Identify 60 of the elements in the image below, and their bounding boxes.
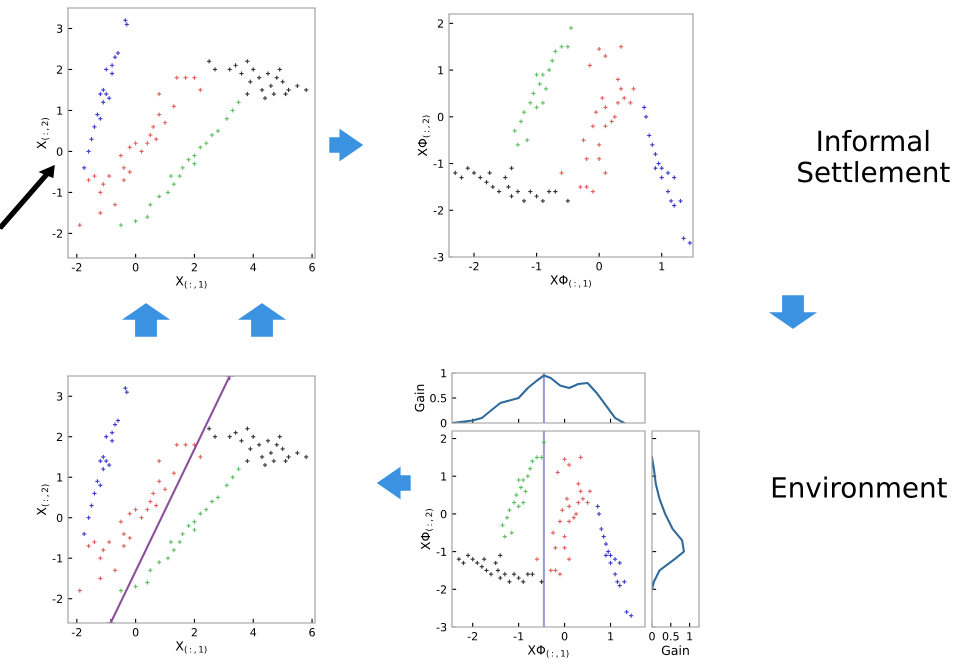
y-tick-label: -1 xyxy=(52,554,62,562)
y-tick-label: -2 xyxy=(434,206,444,214)
y-tick-label: -3 xyxy=(434,252,444,262)
y-tick-label: 1 xyxy=(438,66,444,74)
x-axis-title: XΦ$_{(:,1)}$ xyxy=(528,645,568,658)
y-tick-label: 0 xyxy=(438,112,444,122)
y-tick-label: 0.5 xyxy=(430,394,446,402)
y-tick-label: 1 xyxy=(441,472,446,480)
x-tick-label: -1 xyxy=(514,632,524,640)
x-tick-label: 6 xyxy=(309,628,315,636)
y-tick-label: -2 xyxy=(436,585,446,594)
y-axis-title: XΦ$_{(:,2)}$ xyxy=(418,116,430,156)
y-tick-label: 2 xyxy=(440,434,446,443)
y-tick-label: 2 xyxy=(56,432,62,441)
y-axis-title: X$_{(:,2)}$ xyxy=(36,118,50,149)
x-axis-title: X$_{(:,1)}$ xyxy=(176,276,206,289)
x-axis-title: XΦ$_{(:,1)}$ xyxy=(550,275,591,288)
y-tick-label: 0 xyxy=(440,510,446,518)
x-tick-label: -1 xyxy=(532,262,542,270)
y-tick-label: -1 xyxy=(436,548,446,556)
y-tick-label: 3 xyxy=(56,392,62,401)
x-tick-label: 0 xyxy=(562,632,568,640)
x-axis-title: X$_{(:,1)}$ xyxy=(176,641,206,654)
y-tick-label: 0 xyxy=(440,418,446,428)
x-tick-label: -2 xyxy=(72,628,82,636)
x-tick-label: 0 xyxy=(649,632,655,640)
y-tick-label: -1 xyxy=(52,188,62,197)
x-tick-label: 2 xyxy=(192,628,197,636)
y-tick-label: 1 xyxy=(441,369,446,378)
x-tick-label: 6 xyxy=(309,263,315,272)
y-tick-label: 0 xyxy=(56,514,62,522)
y-tick-label: -2 xyxy=(52,229,62,238)
x-tick-label: 4 xyxy=(250,263,256,272)
x-tick-label: 1 xyxy=(687,632,692,640)
y-tick-label: 2 xyxy=(438,19,444,28)
y-axis-title: X$_{(:,2)}$ xyxy=(36,484,50,516)
y-tick-label: -1 xyxy=(434,160,444,168)
x-axis-title: Gain xyxy=(662,645,689,656)
y-tick-label: 0 xyxy=(56,147,62,156)
x-tick-label: 0.5 xyxy=(662,632,679,640)
text: Environment xyxy=(772,476,947,498)
x-tick-label: 0 xyxy=(132,263,138,272)
y-axis-title: Gain xyxy=(414,384,424,412)
x-tick-label: -2 xyxy=(468,632,478,640)
y-axis-title: XΦ$_{(:,2)}$ xyxy=(420,509,434,550)
x-tick-label: 1 xyxy=(659,262,664,270)
x-tick-label: 4 xyxy=(250,628,256,636)
y-tick-label: 1 xyxy=(57,106,62,115)
x-tick-label: 0 xyxy=(132,628,138,636)
x-tick-label: -2 xyxy=(72,263,82,272)
y-tick-label: 3 xyxy=(56,24,62,33)
y-tick-label: -3 xyxy=(436,622,446,632)
x-tick-label: 2 xyxy=(192,263,197,272)
x-tick-label: 0 xyxy=(596,262,602,270)
x-tick-label: 1 xyxy=(608,632,614,640)
y-tick-label: 2 xyxy=(56,65,62,74)
text: Informal Settlement xyxy=(798,130,950,182)
y-tick-label: -2 xyxy=(52,594,62,603)
y-tick-label: 1 xyxy=(57,473,62,482)
x-tick-label: -2 xyxy=(469,262,478,270)
